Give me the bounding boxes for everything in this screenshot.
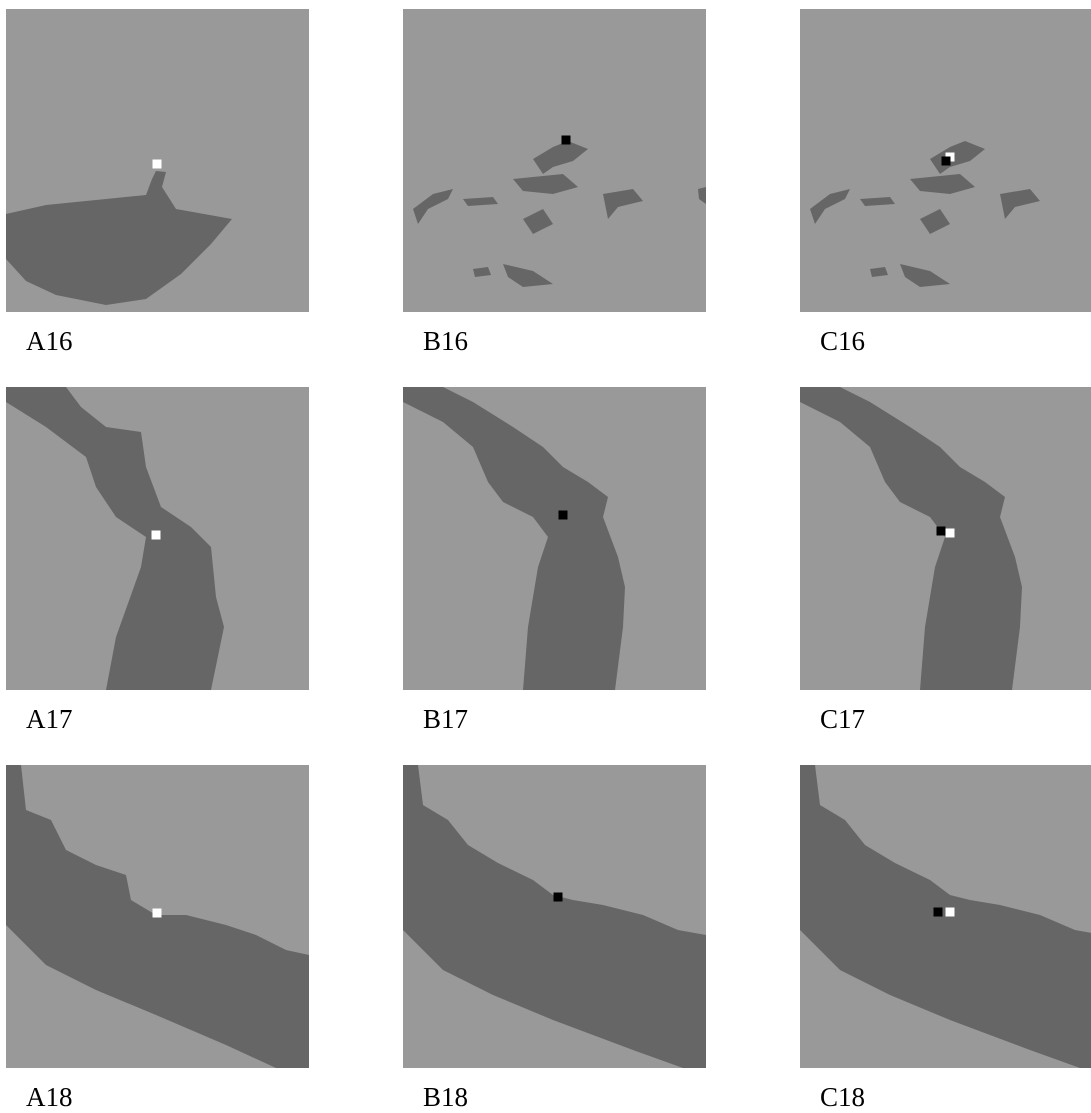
marker: [942, 157, 951, 166]
panel-label: A18: [26, 1082, 73, 1113]
map-panel: [403, 9, 706, 312]
map-panel: [6, 765, 309, 1068]
panel-label: A16: [26, 326, 73, 357]
map-panel: [800, 387, 1091, 690]
marker: [152, 531, 161, 540]
map-panel: [800, 9, 1091, 312]
figure: A16 B16 C16 A17 B17 C17 A18 B18 C18: [0, 0, 1091, 1112]
marker: [562, 136, 571, 145]
map-panel: [403, 765, 706, 1068]
panel-label: C16: [820, 326, 865, 357]
panel-label: B16: [423, 326, 468, 357]
panel-label: B18: [423, 1082, 468, 1113]
map-panel: [403, 387, 706, 690]
map-panel: [6, 9, 309, 312]
panel-label: B17: [423, 704, 468, 735]
panel-label: A17: [26, 704, 73, 735]
map-panel: [800, 765, 1091, 1068]
marker: [937, 527, 946, 536]
map-panel: [6, 387, 309, 690]
marker: [153, 160, 162, 169]
marker: [946, 529, 955, 538]
marker: [559, 511, 568, 520]
panel-label: C18: [820, 1082, 865, 1113]
marker: [554, 893, 563, 902]
marker: [153, 909, 162, 918]
panel-label: C17: [820, 704, 865, 735]
marker: [946, 908, 955, 917]
marker: [934, 908, 943, 917]
